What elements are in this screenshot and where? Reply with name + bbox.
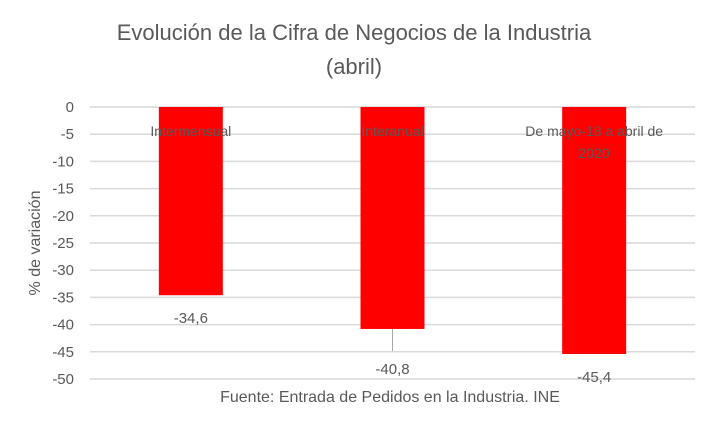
data-labels: -34,6 -40,8 -45,4 bbox=[174, 310, 612, 386]
y-tick-label: -15 bbox=[52, 181, 74, 198]
category-label: 2020 bbox=[579, 145, 610, 161]
y-tick-label: -50 bbox=[52, 371, 74, 388]
y-tick-label: -30 bbox=[52, 262, 74, 279]
y-tick-label: -5 bbox=[61, 126, 74, 143]
chart-title-line-1: Evolución de la Cifra de Negocios de la … bbox=[117, 20, 592, 45]
data-label: -34,6 bbox=[174, 310, 208, 327]
y-axis-label: % de variación bbox=[27, 191, 44, 296]
y-tick-label: -40 bbox=[52, 317, 74, 334]
y-tick-label: -20 bbox=[52, 208, 74, 225]
bar bbox=[562, 107, 627, 354]
y-tick-label: -25 bbox=[52, 235, 74, 252]
bar bbox=[158, 107, 223, 296]
bar bbox=[360, 107, 425, 329]
category-label: De mayo-18 a abril de bbox=[525, 123, 663, 139]
data-label: -40,8 bbox=[375, 361, 409, 378]
category-label: Interanual bbox=[361, 123, 423, 139]
chart-title-line-2: (abril) bbox=[326, 54, 382, 79]
y-tick-label: -35 bbox=[52, 289, 74, 306]
y-axis-ticks: 0 -5 -10 -15 -20 -25 -30 -35 -40 -45 -50 bbox=[52, 99, 74, 388]
bars bbox=[158, 107, 627, 354]
category-label: Intermensual bbox=[150, 123, 231, 139]
y-tick-label: 0 bbox=[66, 99, 74, 116]
y-tick-label: -10 bbox=[52, 153, 74, 170]
x-axis-label: Fuente: Entrada de Pedidos en la Industr… bbox=[220, 389, 560, 406]
category-labels: Intermensual Interanual De mayo-18 a abril… bbox=[150, 123, 663, 161]
y-tick-label: -45 bbox=[52, 344, 74, 361]
data-label: -45,4 bbox=[577, 369, 611, 386]
